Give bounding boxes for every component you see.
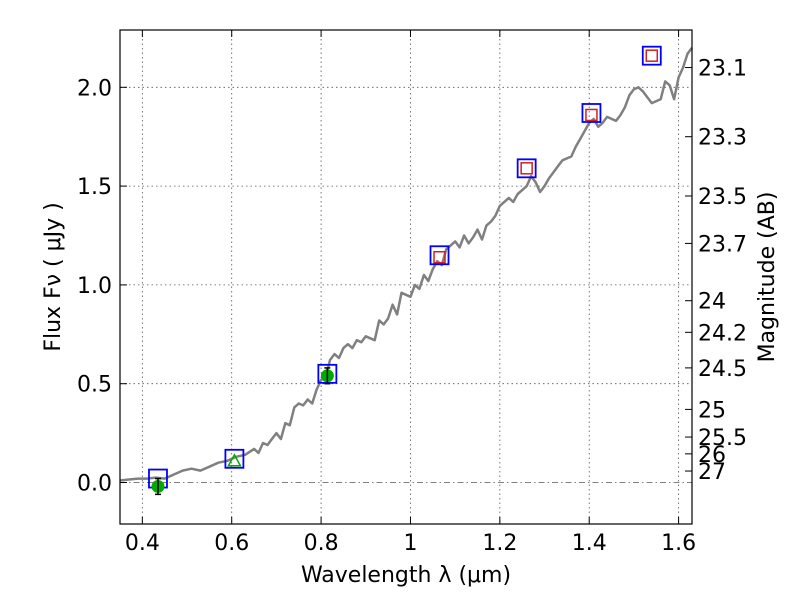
y2-tick-label: 24 bbox=[698, 290, 726, 315]
open-triangle-marker bbox=[227, 453, 242, 467]
y2-tick-label: 25 bbox=[698, 398, 726, 423]
x-tick-label: 1.6 bbox=[661, 531, 696, 556]
model-photometry-marker bbox=[429, 245, 450, 266]
y2-tick-label: 27 bbox=[698, 460, 726, 485]
x-ticks: 0.4 0.6 0.8 1 1.2 1.4 1.6 bbox=[125, 30, 696, 556]
y-axis-label: Flux Fν ( μJy ) bbox=[41, 202, 66, 351]
ir-limit-marker bbox=[585, 108, 598, 122]
y-tick-label: 1.0 bbox=[77, 274, 112, 299]
x-tick-label: 0.6 bbox=[214, 531, 249, 556]
ir-limit-marker bbox=[520, 162, 533, 175]
x-tick-label: 0.4 bbox=[125, 531, 160, 556]
ir-limit-marker bbox=[433, 250, 446, 264]
y2-tick-label: 23.5 bbox=[698, 185, 747, 210]
axes-frame bbox=[119, 29, 693, 525]
sed-curve bbox=[119, 47, 693, 482]
x-tick-label: 1.4 bbox=[572, 531, 607, 556]
model-photometry-marker bbox=[224, 448, 245, 469]
y2-tick-label: 25.5 bbox=[698, 426, 747, 451]
model-photometry-marker bbox=[641, 45, 662, 66]
y2-tick-label: 23.3 bbox=[698, 126, 747, 151]
y2-tick-label: 24.5 bbox=[698, 357, 747, 382]
x-tick-label: 0.8 bbox=[304, 531, 339, 556]
y2-tick-label: 24.2 bbox=[698, 321, 747, 346]
model-photometry-marker bbox=[516, 158, 537, 179]
y2-axis-label: Magnitude (AB) bbox=[755, 192, 780, 363]
x-tick-label: 1 bbox=[403, 531, 417, 556]
y-tick-label: 1.5 bbox=[77, 175, 112, 200]
y-tick-label: 2.0 bbox=[77, 76, 112, 101]
y-tick-label: 0.5 bbox=[77, 373, 112, 398]
model-photometry-marker bbox=[581, 103, 602, 123]
x-tick-label: 1.2 bbox=[482, 531, 517, 556]
y-tick-label: 0.0 bbox=[77, 472, 112, 497]
x-axis-label: Wavelength λ (μm) bbox=[301, 563, 511, 588]
y2-tick-label: 23.1 bbox=[698, 57, 747, 82]
y-ticks: 0.0 0.5 1.0 1.5 2.0 bbox=[77, 76, 127, 497]
y2-tick-label: 23.7 bbox=[698, 232, 747, 257]
y2-tick-label: 26 bbox=[698, 443, 726, 468]
ir-limit-marker bbox=[645, 49, 659, 62]
plot-area bbox=[119, 45, 693, 496]
grid bbox=[120, 30, 692, 524]
